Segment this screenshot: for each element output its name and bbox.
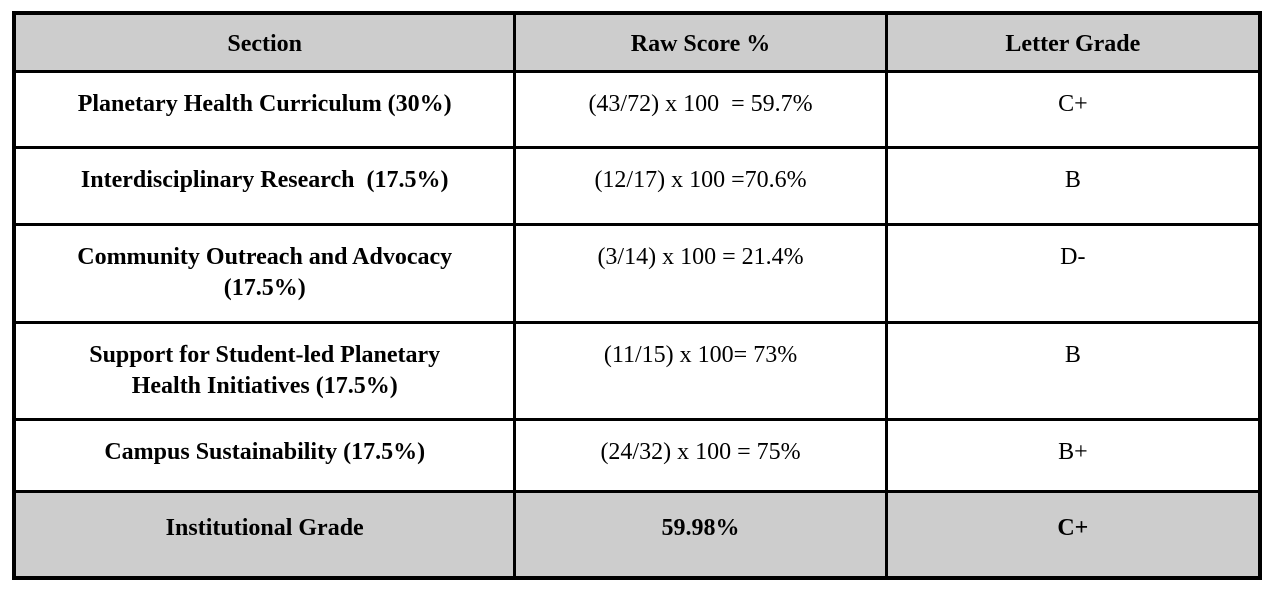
institutional-grade-score: 59.98% (513, 489, 888, 580)
letter-grade-cell: B+ (884, 417, 1262, 493)
column-header-section: Section (12, 11, 517, 73)
raw-score-cell: (43/72) x 100 = 59.7% (513, 69, 888, 149)
institutional-grade-letter: C+ (884, 489, 1262, 580)
table-row: Support for Student-led Planetary Health… (12, 320, 1262, 421)
column-header-letter-grade: Letter Grade (884, 11, 1262, 73)
raw-score-cell: (24/32) x 100 = 75% (513, 417, 888, 493)
institutional-grade-table: Section Raw Score % Letter Grade Planeta… (12, 11, 1262, 580)
letter-grade-cell: C+ (884, 69, 1262, 149)
raw-score-cell: (11/15) x 100= 73% (513, 320, 888, 421)
section-cell: Planetary Health Curriculum (30%) (12, 69, 517, 149)
letter-grade-cell: B (884, 145, 1262, 226)
table-row: Planetary Health Curriculum (30%) (43/72… (12, 69, 1262, 149)
table-row: Community Outreach and Advocacy (17.5%) … (12, 222, 1262, 324)
table-row: Campus Sustainability (17.5%) (24/32) x … (12, 417, 1262, 493)
raw-score-cell: (3/14) x 100 = 21.4% (513, 222, 888, 324)
section-cell: Campus Sustainability (17.5%) (12, 417, 517, 493)
raw-score-cell: (12/17) x 100 =70.6% (513, 145, 888, 226)
footer-row: Institutional Grade 59.98% C+ (12, 489, 1262, 580)
section-cell: Support for Student-led Planetary Health… (12, 320, 517, 421)
letter-grade-cell: D- (884, 222, 1262, 324)
section-cell: Interdisciplinary Research (17.5%) (12, 145, 517, 226)
letter-grade-cell: B (884, 320, 1262, 421)
table-row: Interdisciplinary Research (17.5%) (12/1… (12, 145, 1262, 226)
header-row: Section Raw Score % Letter Grade (12, 11, 1262, 73)
column-header-raw-score: Raw Score % (513, 11, 888, 73)
institutional-grade-label: Institutional Grade (12, 489, 517, 580)
section-cell: Community Outreach and Advocacy (17.5%) (12, 222, 517, 324)
